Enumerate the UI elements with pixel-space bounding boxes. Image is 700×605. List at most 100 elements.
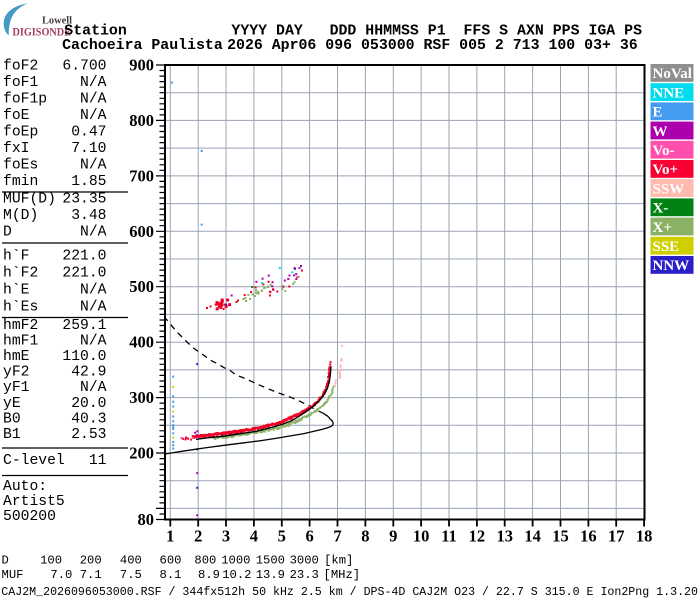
svg-text:E: E [653,105,663,121]
svg-text:16: 16 [580,527,597,546]
svg-text:600: 600 [129,222,154,241]
svg-text:SSE: SSE [653,239,680,255]
svg-text:CAJ2M_2026096053000.RSF / 344f: CAJ2M_2026096053000.RSF / 344fx512h 50 k… [1,586,698,599]
svg-text:8.9: 8.9 [198,568,220,582]
svg-text:259.1: 259.1 [62,318,106,334]
svg-text:SSW: SSW [653,181,685,197]
svg-text:7: 7 [333,527,341,546]
svg-text:C-level: C-level [3,453,65,469]
svg-text:N/A: N/A [80,225,107,241]
svg-text:500: 500 [129,277,154,296]
svg-text:MUF: MUF [2,568,24,582]
svg-text:600: 600 [160,554,182,568]
svg-text:7.0: 7.0 [50,568,72,582]
svg-text:N/A: N/A [80,380,107,396]
svg-text:18: 18 [636,527,653,546]
svg-text:2.53: 2.53 [71,427,106,443]
svg-text:D: D [3,225,12,241]
svg-text:300: 300 [129,388,154,407]
svg-text:W: W [653,124,668,140]
svg-text:NNE: NNE [653,85,685,101]
svg-text:23.3: 23.3 [290,568,319,582]
svg-text:N/A: N/A [80,92,107,108]
svg-text:900: 900 [129,56,154,75]
svg-text:1.85: 1.85 [71,174,106,190]
svg-text:40.3: 40.3 [71,411,106,427]
svg-text:Vo+: Vo+ [653,162,679,178]
svg-text:11: 11 [89,453,107,469]
svg-text:8: 8 [361,527,369,546]
svg-text:80: 80 [138,510,155,529]
svg-text:X-: X- [653,201,669,217]
svg-text:N/A: N/A [80,108,107,124]
svg-text:[MHz]: [MHz] [324,568,361,582]
svg-text:foEs: foEs [3,158,38,174]
svg-text:14: 14 [524,527,541,546]
svg-text:13: 13 [496,527,513,546]
svg-text:N/A: N/A [80,283,107,299]
svg-text:foF1: foF1 [3,75,38,91]
svg-text:Station: Station [64,23,127,39]
svg-text:4: 4 [250,527,258,546]
svg-text:foF2: foF2 [3,59,38,75]
svg-text:fxI: fxI [3,141,29,157]
svg-text:10: 10 [413,527,430,546]
svg-text:h`F: h`F [3,249,29,265]
svg-text:hmE: hmE [3,349,30,365]
svg-text:6.700: 6.700 [62,59,106,75]
svg-text:6: 6 [305,527,313,546]
svg-text:NNW: NNW [653,258,690,274]
svg-text:Vo-: Vo- [653,143,675,159]
svg-text:221.0: 221.0 [62,266,106,282]
svg-text:Auto:: Auto: [3,479,47,495]
svg-text:221.0: 221.0 [62,249,106,265]
svg-text:42.9: 42.9 [71,365,106,381]
svg-text:Cachoeira Paulista: Cachoeira Paulista [62,38,223,54]
svg-text:800: 800 [194,554,216,568]
svg-text:13.9: 13.9 [256,568,285,582]
svg-text:Lowell: Lowell [42,16,72,27]
svg-text:10.2: 10.2 [222,568,251,582]
svg-text:foF1p: foF1p [3,92,47,108]
svg-text:M(D): M(D) [3,208,38,224]
svg-text:15: 15 [552,527,569,546]
svg-text:700: 700 [129,166,154,185]
svg-text:8.1: 8.1 [160,568,182,582]
svg-text:1500: 1500 [256,554,285,568]
svg-text:h`Es: h`Es [3,300,38,316]
svg-text:1: 1 [166,527,174,546]
svg-text:3.48: 3.48 [71,208,106,224]
svg-text:11: 11 [441,527,457,546]
svg-text:B1: B1 [3,427,21,443]
svg-text:yF1: yF1 [3,380,30,396]
svg-text:17: 17 [608,527,625,546]
svg-text:N/A: N/A [80,158,107,174]
svg-text:MUF(D): MUF(D) [3,192,56,208]
svg-text:200: 200 [80,554,102,568]
svg-text:D: D [2,554,9,568]
svg-text:3: 3 [222,527,230,546]
svg-text:hmF2: hmF2 [3,318,38,334]
svg-text:X+: X+ [653,220,672,236]
svg-text:foEp: foEp [3,125,38,141]
svg-text:2026 Apr06 096 053000 RSF 005: 2026 Apr06 096 053000 RSF 005 2 713 100 … [227,38,638,54]
svg-text:7.5: 7.5 [120,568,142,582]
svg-text:B0: B0 [3,411,21,427]
svg-text:N/A: N/A [80,75,107,91]
svg-text:5: 5 [278,527,286,546]
svg-text:hmF1: hmF1 [3,333,38,349]
svg-text:h`F2: h`F2 [3,266,38,282]
svg-text:DIGISONDE: DIGISONDE [13,27,72,39]
svg-text:yF2: yF2 [3,365,29,381]
svg-text:20.0: 20.0 [71,396,106,412]
svg-text:7.10: 7.10 [71,141,106,157]
svg-text:1000: 1000 [221,554,250,568]
svg-text:2: 2 [194,527,202,546]
svg-text:3000: 3000 [290,554,319,568]
svg-text:9: 9 [389,527,397,546]
svg-text:110.0: 110.0 [62,349,106,365]
svg-text:foE: foE [3,108,30,124]
svg-text:fmin: fmin [3,174,38,190]
svg-text:100: 100 [40,554,62,568]
svg-text:[km]: [km] [324,554,353,568]
